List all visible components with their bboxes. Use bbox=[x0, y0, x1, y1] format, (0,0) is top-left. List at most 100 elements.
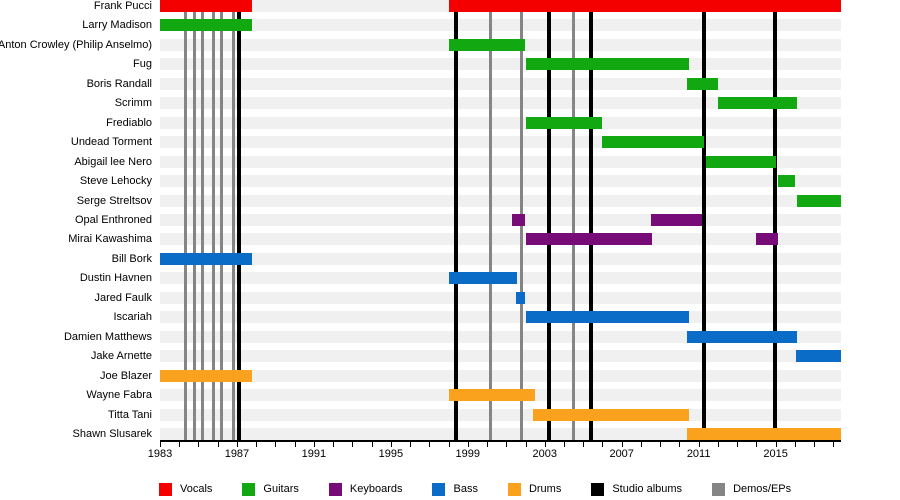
legend-item-keyboards: Keyboards bbox=[328, 483, 402, 496]
x-axis-tick bbox=[294, 442, 296, 447]
member-label: Titta Tani bbox=[107, 409, 152, 421]
member-label: Jared Faulk bbox=[94, 292, 152, 304]
vocals-swatch-icon bbox=[159, 483, 172, 496]
timeline-bar bbox=[448, 272, 517, 284]
guitars-swatch-icon bbox=[242, 483, 256, 496]
member-label: Joe Blazer bbox=[100, 370, 152, 382]
legend-item-demos_eps: Demos/EPs bbox=[712, 483, 791, 496]
x-axis-tick bbox=[179, 442, 181, 447]
member-row-track bbox=[160, 311, 841, 323]
studio-album-line bbox=[454, 0, 459, 440]
x-axis-tick bbox=[198, 442, 200, 447]
x-axis-tick bbox=[660, 442, 662, 447]
x-axis-tick bbox=[429, 442, 431, 447]
member-row-track bbox=[160, 350, 841, 362]
member-label: Mirai Kawashima bbox=[68, 233, 152, 245]
timeline-bar bbox=[448, 0, 841, 12]
member-row-track bbox=[160, 156, 841, 168]
x-axis-tick bbox=[525, 442, 527, 447]
studio-album-line bbox=[772, 0, 777, 440]
x-axis-tick-label: 2003 bbox=[532, 448, 557, 460]
member-row-track bbox=[160, 370, 841, 382]
x-axis-tick-label: 2015 bbox=[763, 448, 788, 460]
member-label: Jake Arnette bbox=[90, 350, 152, 362]
x-axis-tick bbox=[275, 442, 277, 447]
member-row-track bbox=[160, 409, 841, 421]
x-axis-tick bbox=[333, 442, 335, 447]
member-row-track bbox=[160, 292, 841, 304]
x-axis-tick-label: 2007 bbox=[609, 448, 634, 460]
x-axis-tick-label: 1983 bbox=[147, 448, 173, 460]
x-axis-tick bbox=[390, 442, 392, 447]
demos_eps-swatch-icon bbox=[712, 483, 726, 496]
legend-label: Drums bbox=[528, 483, 562, 495]
member-row-track bbox=[160, 428, 841, 440]
member-label: Anton Crowley (Philip Anselmo) bbox=[0, 39, 152, 51]
plot-area bbox=[160, 0, 841, 440]
x-axis-tick bbox=[679, 442, 681, 447]
member-label: Abigail lee Nero bbox=[74, 156, 152, 168]
demo-ep-line bbox=[572, 0, 576, 440]
x-axis-tick bbox=[410, 442, 412, 447]
member-row-track bbox=[160, 195, 841, 207]
legend: Vocals Guitars Keyboards Bass Drums Studio al… bbox=[159, 483, 791, 496]
member-row-track bbox=[160, 97, 841, 109]
timeline-bar bbox=[525, 233, 653, 245]
x-axis-tick bbox=[313, 442, 315, 447]
timeline-bar bbox=[796, 195, 841, 207]
timeline-bar bbox=[160, 370, 253, 382]
studio_albums-swatch-icon bbox=[591, 483, 605, 496]
timeline-bar bbox=[525, 117, 603, 129]
x-axis-tick bbox=[794, 442, 796, 447]
member-label: Undead Torment bbox=[70, 136, 152, 148]
x-axis-line bbox=[160, 440, 841, 442]
x-axis-tick bbox=[563, 442, 565, 447]
timeline-bar bbox=[160, 19, 253, 31]
legend-label: Bass bbox=[453, 483, 478, 495]
timeline-bar bbox=[525, 311, 690, 323]
timeline-bar bbox=[533, 409, 690, 421]
demo-ep-line bbox=[220, 0, 224, 440]
timeline-bar bbox=[515, 292, 525, 304]
studio-album-line bbox=[588, 0, 593, 440]
x-axis-tick bbox=[737, 442, 739, 447]
drums-swatch-icon bbox=[507, 483, 521, 496]
demo-ep-line bbox=[183, 0, 187, 440]
x-axis-tick bbox=[256, 442, 258, 447]
timeline-bar bbox=[525, 58, 690, 70]
member-row-track bbox=[160, 233, 841, 245]
studio-album-line bbox=[702, 0, 707, 440]
x-axis-tick-label: 2011 bbox=[686, 448, 711, 460]
timeline-bar bbox=[650, 214, 703, 226]
x-axis-tick bbox=[833, 442, 835, 447]
member-label: Opal Enthroned bbox=[74, 214, 152, 226]
x-axis-tick bbox=[236, 442, 238, 447]
member-row-track bbox=[160, 253, 841, 265]
legend-item-studio_albums: Studio albums bbox=[591, 483, 682, 496]
member-label: Damien Matthews bbox=[63, 331, 152, 343]
member-label: Fug bbox=[133, 58, 152, 70]
member-row-track bbox=[160, 175, 841, 187]
bass-swatch-icon bbox=[432, 483, 446, 496]
x-axis-tick bbox=[717, 442, 719, 447]
x-axis-tick bbox=[448, 442, 450, 447]
timeline-bar bbox=[160, 253, 253, 265]
member-label: Scrimm bbox=[114, 97, 152, 109]
legend-label: Vocals bbox=[180, 483, 213, 495]
member-row-track bbox=[160, 214, 841, 226]
x-axis-tick bbox=[352, 442, 354, 447]
member-row-track bbox=[160, 331, 841, 343]
timeline-bar bbox=[687, 331, 797, 343]
legend-item-drums: Drums bbox=[507, 483, 562, 496]
member-label: Wayne Fabra bbox=[86, 389, 152, 401]
x-axis-tick bbox=[640, 442, 642, 447]
x-axis-tick bbox=[583, 442, 585, 447]
member-label: Shawn Slusarek bbox=[72, 428, 153, 440]
timeline-bar bbox=[512, 214, 525, 226]
x-axis-tick bbox=[814, 442, 816, 447]
legend-label: Studio albums bbox=[612, 483, 683, 495]
timeline-bar bbox=[160, 0, 253, 12]
timeline-bar bbox=[717, 97, 797, 109]
x-axis-tick bbox=[217, 442, 219, 447]
x-axis-tick bbox=[621, 442, 623, 447]
